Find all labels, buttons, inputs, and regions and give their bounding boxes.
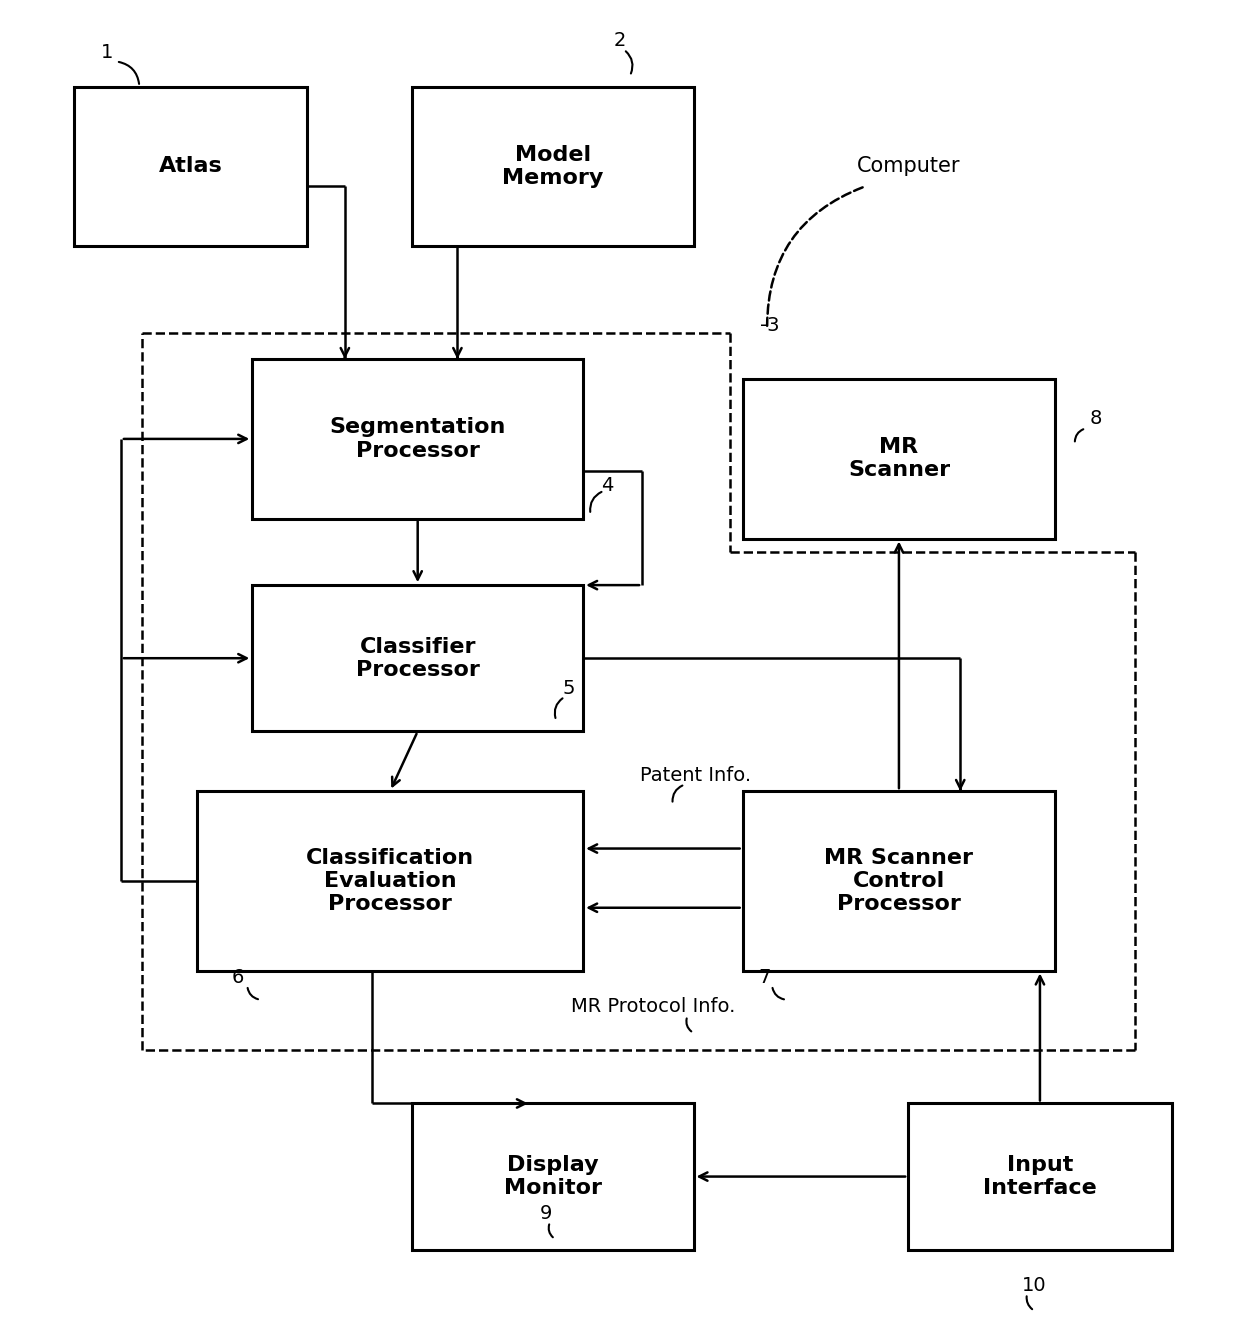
- Bar: [197, 791, 583, 971]
- Bar: [743, 791, 1055, 971]
- Text: Classification
Evaluation
Processor: Classification Evaluation Processor: [306, 847, 474, 915]
- Text: 1: 1: [102, 43, 114, 62]
- Text: MR
Scanner: MR Scanner: [848, 438, 950, 481]
- Text: Segmentation
Processor: Segmentation Processor: [330, 418, 506, 461]
- Text: Computer: Computer: [857, 156, 960, 176]
- Text: Model
Memory: Model Memory: [502, 145, 603, 188]
- Text: 2: 2: [614, 31, 626, 50]
- Text: Atlas: Atlas: [159, 156, 223, 176]
- Text: Display
Monitor: Display Monitor: [503, 1155, 601, 1198]
- Text: 4: 4: [601, 475, 614, 496]
- Bar: [252, 359, 583, 518]
- Text: 6: 6: [232, 968, 243, 987]
- Text: 10: 10: [1022, 1276, 1047, 1295]
- Text: 5: 5: [562, 680, 575, 698]
- Bar: [74, 87, 308, 246]
- Text: 9: 9: [541, 1205, 553, 1223]
- Text: MR Protocol Info.: MR Protocol Info.: [570, 997, 735, 1015]
- Text: Input
Interface: Input Interface: [983, 1155, 1097, 1198]
- Text: 7: 7: [759, 968, 771, 987]
- Bar: [908, 1104, 1172, 1250]
- Bar: [252, 586, 583, 732]
- Text: MR Scanner
Control
Processor: MR Scanner Control Processor: [825, 847, 973, 915]
- Bar: [412, 1104, 693, 1250]
- Text: 8: 8: [1090, 410, 1102, 428]
- Text: Classifier
Processor: Classifier Processor: [356, 637, 480, 680]
- Text: Patent Info.: Patent Info.: [640, 766, 751, 784]
- Bar: [412, 87, 693, 246]
- Text: -3: -3: [760, 317, 779, 336]
- Bar: [743, 379, 1055, 539]
